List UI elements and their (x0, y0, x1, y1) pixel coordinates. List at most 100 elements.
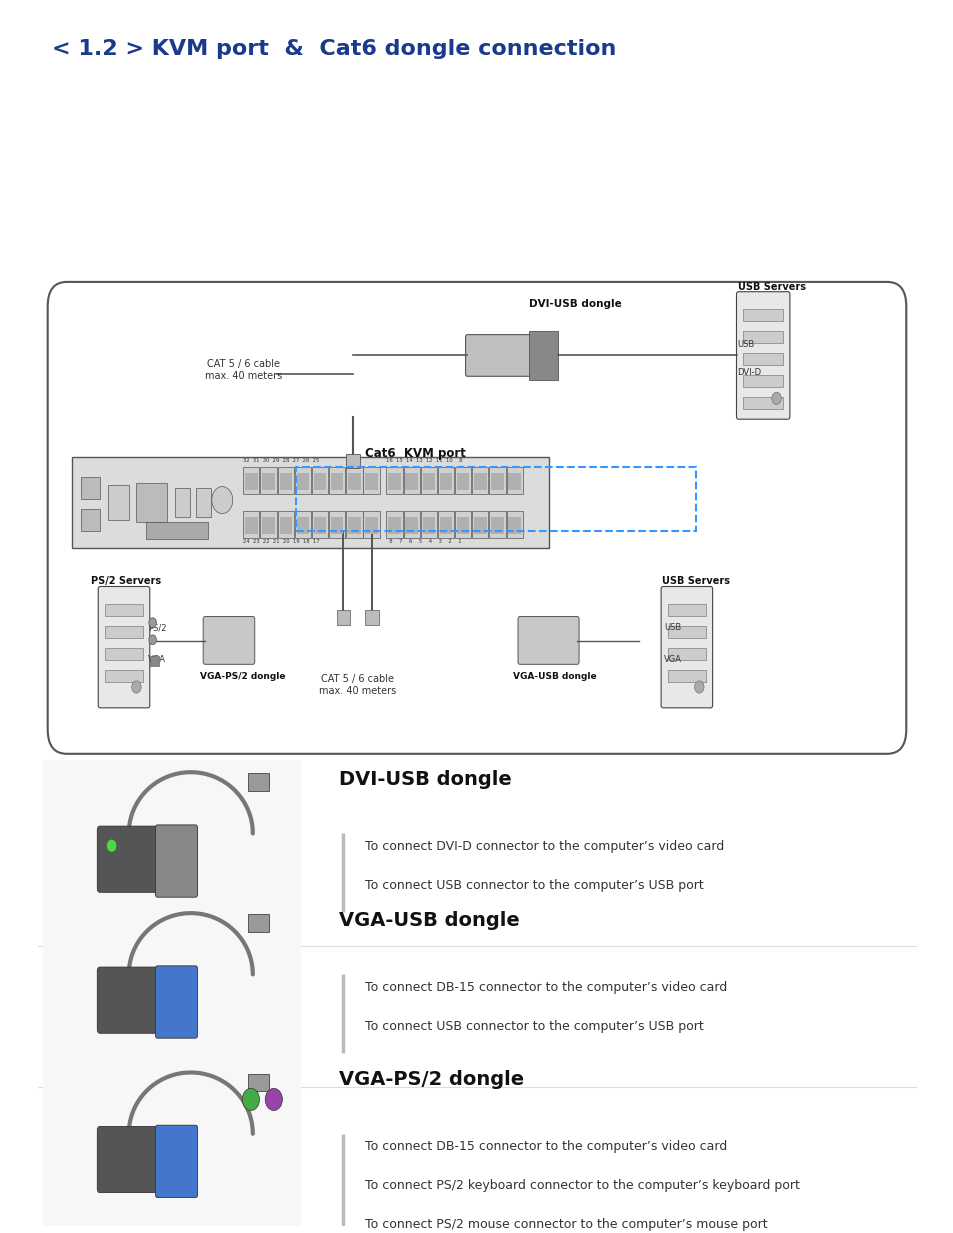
Bar (260, 467, 276, 494)
FancyBboxPatch shape (736, 292, 789, 419)
Bar (455, 512, 471, 538)
FancyBboxPatch shape (98, 587, 150, 708)
Text: 16  15  14  13  12  11  10    8: 16 15 14 13 12 11 10 8 (386, 459, 462, 464)
Text: PS/2: PS/2 (148, 623, 166, 633)
Bar (667, 647, 705, 660)
Text: < 1.2 > KVM port  &  Cat6 dongle connection: < 1.2 > KVM port & Cat6 dongle connectio… (52, 39, 617, 59)
Bar (386, 512, 402, 538)
Bar (105, 604, 143, 616)
Text: USB: USB (737, 339, 754, 349)
Bar (388, 518, 400, 534)
Circle shape (132, 681, 141, 693)
Bar (667, 670, 705, 682)
Bar (420, 512, 436, 538)
Bar (43, 1060, 300, 1233)
Bar (437, 467, 454, 494)
Bar (388, 473, 400, 491)
Text: DVI-USB dongle: DVI-USB dongle (338, 769, 511, 789)
Text: CAT 5 / 6 cable
max. 40 meters: CAT 5 / 6 cable max. 40 meters (319, 674, 395, 695)
Text: VGA-USB dongle: VGA-USB dongle (338, 911, 518, 930)
Bar (456, 473, 469, 491)
Bar (81, 477, 100, 499)
Bar (489, 512, 505, 538)
Bar (403, 467, 419, 494)
Bar (456, 518, 469, 534)
Bar (71, 456, 548, 549)
Bar (195, 488, 211, 518)
Text: Cat6  KVM port: Cat6 KVM port (364, 446, 465, 460)
Bar (348, 518, 360, 534)
Circle shape (107, 840, 116, 852)
Bar (365, 518, 377, 534)
Bar (405, 473, 417, 491)
Bar (314, 473, 326, 491)
Bar (150, 656, 159, 666)
Bar (422, 473, 435, 491)
Text: To connect USB connector to the computer’s USB port: To connect USB connector to the computer… (365, 1020, 703, 1033)
Bar (136, 483, 167, 522)
Circle shape (694, 681, 703, 693)
Bar (105, 647, 143, 660)
Bar (294, 512, 311, 538)
Bar (439, 473, 452, 491)
Text: To connect DVI-D connector to the computer’s video card: To connect DVI-D connector to the comput… (365, 840, 724, 852)
Bar (312, 467, 328, 494)
Circle shape (149, 618, 156, 628)
Bar (346, 454, 359, 469)
Text: DVI-USB dongle: DVI-USB dongle (529, 298, 621, 309)
Bar (489, 467, 505, 494)
Bar (296, 518, 309, 534)
Bar (422, 518, 435, 534)
Bar (314, 518, 326, 534)
Bar (279, 473, 292, 491)
Text: USB Servers: USB Servers (738, 281, 805, 292)
Bar (506, 467, 522, 494)
Text: USB: USB (663, 623, 680, 633)
Bar (248, 915, 269, 931)
Text: VGA-USB dongle: VGA-USB dongle (513, 672, 597, 681)
Bar (331, 518, 343, 534)
Bar (248, 1074, 269, 1091)
Bar (363, 512, 379, 538)
Bar (43, 760, 300, 937)
Bar (243, 467, 259, 494)
Bar (742, 330, 782, 343)
Bar (312, 512, 328, 538)
Bar (243, 512, 259, 538)
Bar (437, 512, 454, 538)
Circle shape (771, 392, 781, 404)
Text: To connect PS/2 mouse connector to the computer’s mouse port: To connect PS/2 mouse connector to the c… (365, 1218, 767, 1232)
Bar (260, 512, 276, 538)
Bar (508, 473, 520, 491)
Bar (365, 610, 378, 625)
Bar (105, 625, 143, 637)
Bar (81, 509, 100, 530)
Bar (331, 473, 343, 491)
Circle shape (212, 487, 233, 514)
Bar (667, 604, 705, 616)
Bar (403, 512, 419, 538)
Bar (405, 518, 417, 534)
Text: VGA: VGA (148, 655, 166, 663)
Bar (336, 610, 350, 625)
Text: 32  31  30  29  28  27  26  25: 32 31 30 29 28 27 26 25 (243, 459, 319, 464)
Text: CAT 5 / 6 cable
max. 40 meters: CAT 5 / 6 cable max. 40 meters (205, 359, 281, 381)
FancyBboxPatch shape (155, 1126, 197, 1197)
Bar (742, 375, 782, 387)
Bar (472, 512, 488, 538)
Bar (742, 397, 782, 409)
Text: To connect USB connector to the computer’s USB port: To connect USB connector to the computer… (365, 879, 703, 891)
Bar (474, 518, 486, 534)
Bar (506, 512, 522, 538)
FancyBboxPatch shape (97, 826, 168, 893)
Circle shape (149, 635, 156, 645)
Bar (245, 473, 257, 491)
Bar (329, 512, 345, 538)
Bar (108, 486, 129, 519)
Bar (262, 518, 274, 534)
Bar (262, 473, 274, 491)
Text: To connect DB-15 connector to the computer’s video card: To connect DB-15 connector to the comput… (365, 980, 727, 994)
Bar (529, 330, 558, 380)
Bar (472, 467, 488, 494)
Bar (348, 473, 360, 491)
